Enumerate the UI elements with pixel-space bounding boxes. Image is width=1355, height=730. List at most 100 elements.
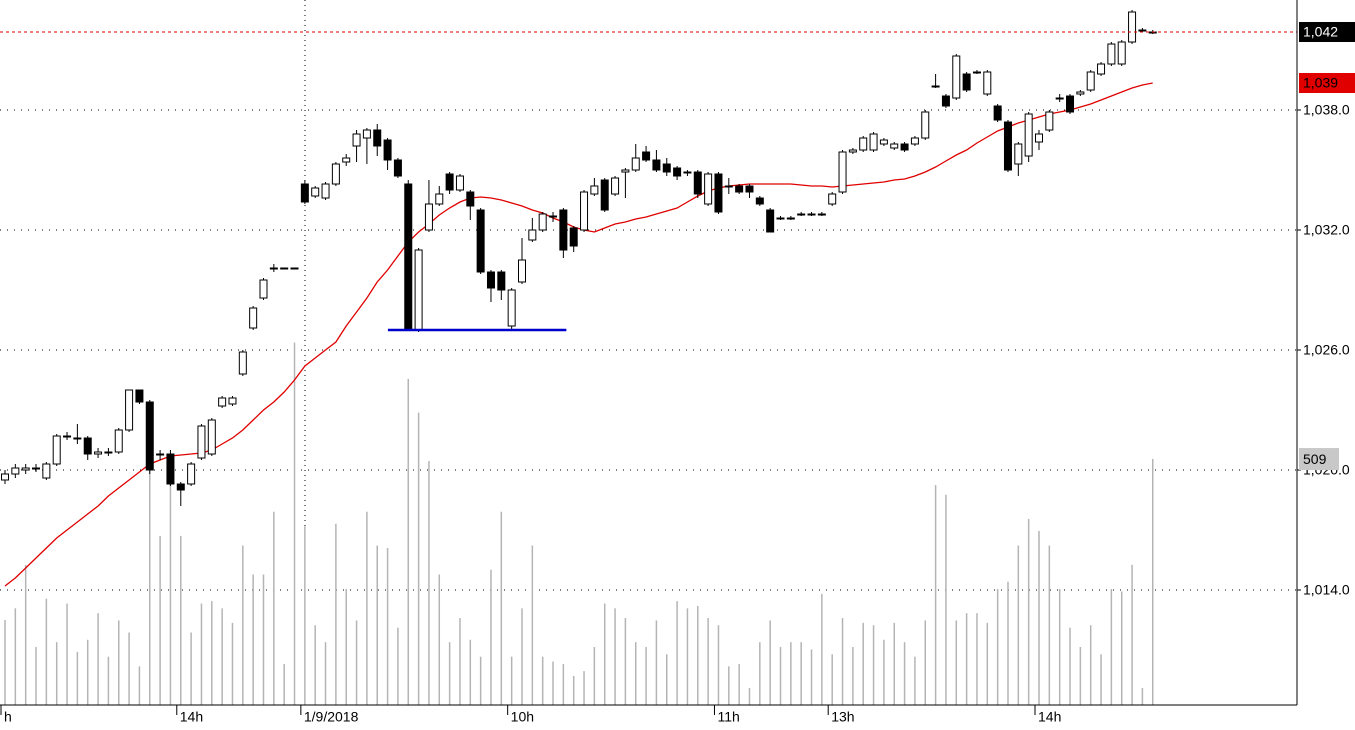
candle-body xyxy=(962,73,971,91)
candle-body xyxy=(869,133,878,151)
candle-body xyxy=(735,185,744,193)
x-tick-label: h xyxy=(4,709,12,725)
candle-body xyxy=(497,271,506,291)
candle-body xyxy=(569,227,578,247)
candle-body xyxy=(476,209,485,273)
candle-body xyxy=(848,149,857,153)
candle-body xyxy=(662,163,671,173)
candle-body xyxy=(673,167,682,177)
candle-body xyxy=(145,401,154,471)
candle-body xyxy=(941,95,950,107)
candle-body xyxy=(528,229,537,241)
candle-body xyxy=(807,213,816,216)
x-tick-label: 1/9/2018 xyxy=(304,709,359,725)
candle-body xyxy=(518,259,526,283)
candle-body xyxy=(125,389,134,431)
candle-body xyxy=(21,467,30,471)
last-price-box xyxy=(1299,22,1355,42)
candle-body xyxy=(414,249,423,331)
candle-body xyxy=(755,197,764,205)
candle-body xyxy=(766,209,775,233)
candle-body xyxy=(776,217,785,220)
candle-body xyxy=(1138,29,1147,32)
candle-body xyxy=(797,213,806,216)
y-tick-label: 1,032.0 xyxy=(1303,222,1350,238)
candle-body xyxy=(745,185,754,193)
candle-body xyxy=(228,397,237,405)
x-tick-label: 11h xyxy=(717,709,739,725)
candle-body xyxy=(455,175,464,191)
candle-body xyxy=(104,451,113,454)
candle-body xyxy=(1035,133,1043,143)
candle-body xyxy=(983,71,992,95)
candle-body xyxy=(156,453,165,456)
candle-body xyxy=(73,437,82,440)
candle-body xyxy=(259,279,268,299)
candle-body xyxy=(1086,71,1095,91)
candle-body xyxy=(11,467,20,475)
candle-body xyxy=(166,453,175,485)
candle-body xyxy=(1024,113,1033,157)
candle-body xyxy=(94,451,103,455)
candle-body xyxy=(1,473,9,481)
candle-body xyxy=(207,419,216,455)
candle-body xyxy=(424,203,433,231)
candle-body xyxy=(900,143,909,151)
y-tick-label: 1,038.0 xyxy=(1303,102,1350,118)
candle-body xyxy=(135,389,144,403)
candle-body xyxy=(83,437,92,455)
candle-body xyxy=(631,157,640,171)
candle-body xyxy=(32,467,41,470)
candle-body xyxy=(714,173,723,213)
last-price-label: 1,042 xyxy=(1303,24,1338,40)
candle-body xyxy=(1117,41,1126,65)
candle-body xyxy=(290,267,299,270)
candle-body xyxy=(683,171,692,174)
candle-body xyxy=(466,191,475,207)
candle-body xyxy=(507,289,516,327)
candle-body xyxy=(931,85,940,88)
candle-body xyxy=(331,163,340,185)
volume-layer xyxy=(4,342,1154,705)
candle-body xyxy=(280,267,289,270)
candle-body xyxy=(786,217,795,220)
ma-label: 1,039 xyxy=(1303,75,1338,91)
ma-box xyxy=(1299,73,1355,93)
overlay-layer xyxy=(0,31,1297,332)
candle-body xyxy=(549,215,558,218)
candle-body xyxy=(63,435,72,438)
candle-body xyxy=(362,129,371,139)
candle-body xyxy=(859,137,868,151)
candle-body xyxy=(621,169,630,173)
candle-body xyxy=(1066,95,1075,113)
candle-body xyxy=(580,191,589,231)
x-tick-label: 10h xyxy=(511,709,534,725)
candle-body xyxy=(817,213,826,216)
candle-body xyxy=(879,139,888,145)
candle-body xyxy=(42,463,51,479)
candle-body xyxy=(249,307,258,329)
moving-average xyxy=(4,82,1153,587)
candle-body xyxy=(1003,121,1012,171)
candle-body xyxy=(352,133,361,147)
candle-body xyxy=(724,185,733,188)
candle-body xyxy=(910,137,919,145)
candle-body xyxy=(445,173,454,191)
candle-body xyxy=(269,267,278,270)
candle-body xyxy=(693,171,702,195)
candle-body xyxy=(652,159,661,171)
candle-body xyxy=(1045,111,1054,131)
candle-body xyxy=(321,183,330,199)
candle-body xyxy=(404,183,413,331)
candle-body xyxy=(952,55,961,99)
candle-body xyxy=(342,157,351,163)
candle-body xyxy=(1076,91,1085,95)
candle-body xyxy=(311,187,320,197)
candle-body xyxy=(1055,97,1064,100)
ma-layer xyxy=(4,82,1153,587)
candle-body xyxy=(838,151,847,193)
candle-body xyxy=(1014,143,1023,165)
candle-body xyxy=(600,179,609,211)
candle-body xyxy=(538,213,547,231)
